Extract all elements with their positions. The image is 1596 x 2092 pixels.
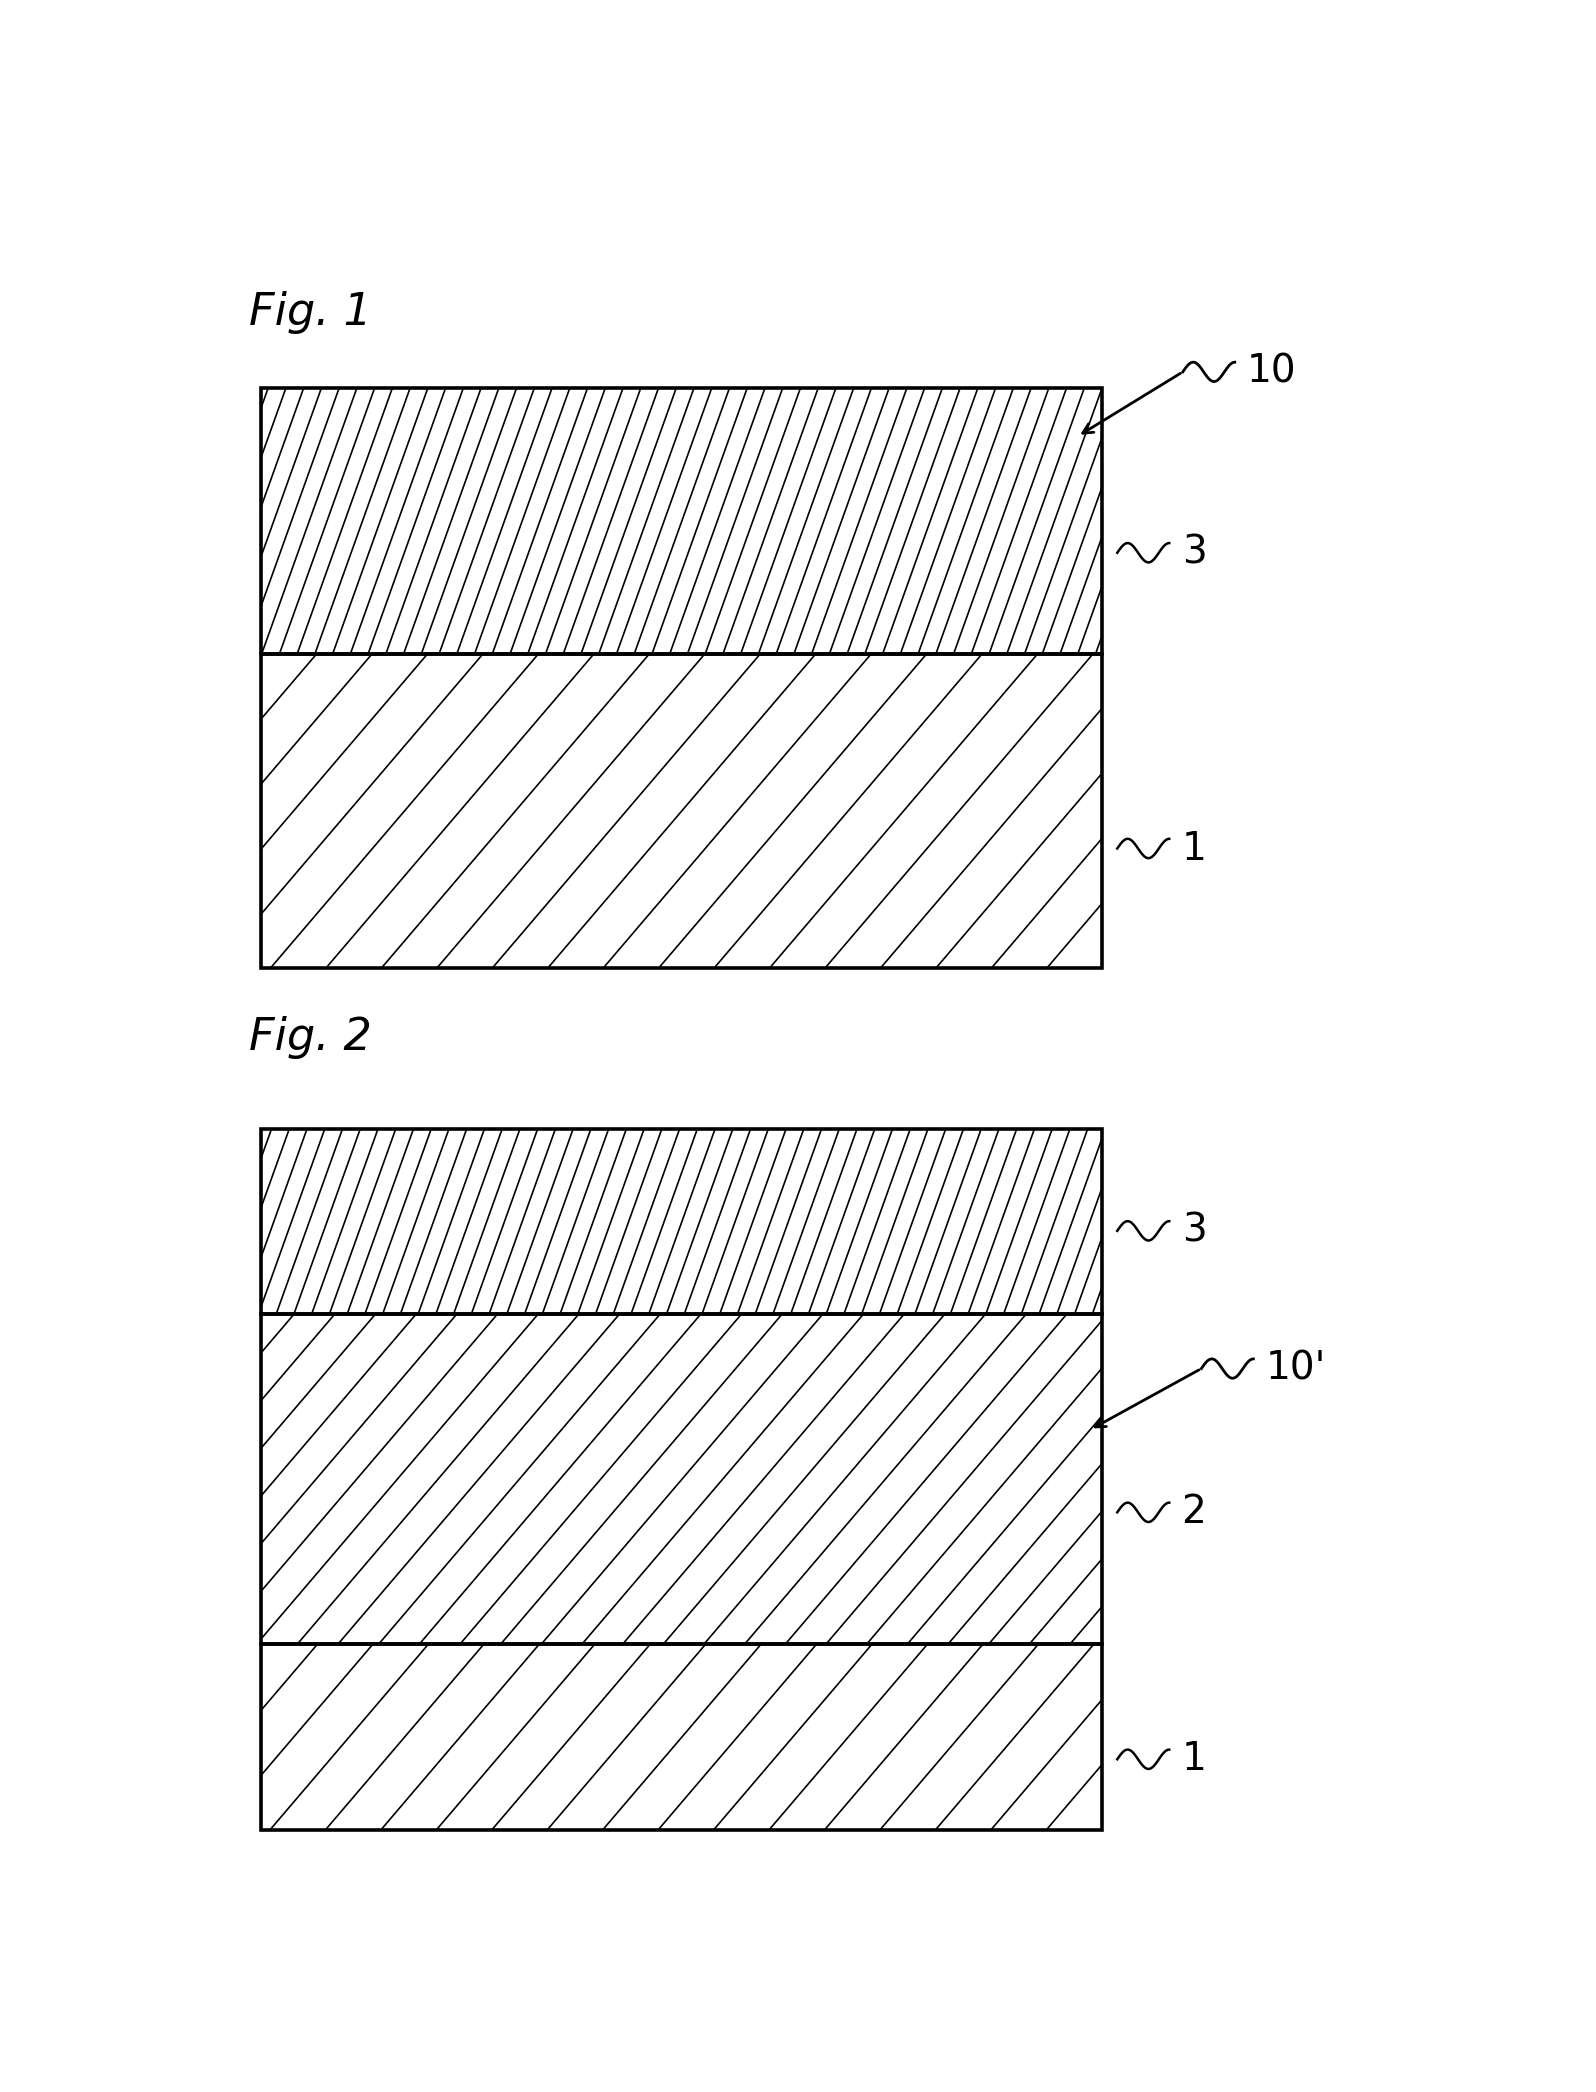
Text: 2: 2 [1181,1494,1207,1531]
Text: 10: 10 [1246,354,1298,391]
Bar [262,387,1103,653]
Bar [262,1130,1103,1314]
Text: 1: 1 [1181,1741,1207,1778]
Bar [262,1130,1103,1314]
Text: Fig. 1: Fig. 1 [249,291,372,335]
Text: 10': 10' [1266,1349,1326,1387]
Bar [262,1644,1103,1830]
Bar [262,387,1103,653]
Bar [262,653,1103,969]
Bar [262,387,1103,653]
Bar [262,653,1103,969]
Bar [262,1314,1103,1644]
Bar [262,653,1103,969]
Bar [262,1314,1103,1644]
Text: 1: 1 [1181,831,1207,868]
Bar [262,1644,1103,1830]
Bar [262,1314,1103,1644]
Text: 3: 3 [1181,1211,1207,1249]
Text: 3: 3 [1181,533,1207,571]
Bar [262,1644,1103,1830]
Bar [262,1130,1103,1314]
Text: Fig. 2: Fig. 2 [249,1017,372,1059]
